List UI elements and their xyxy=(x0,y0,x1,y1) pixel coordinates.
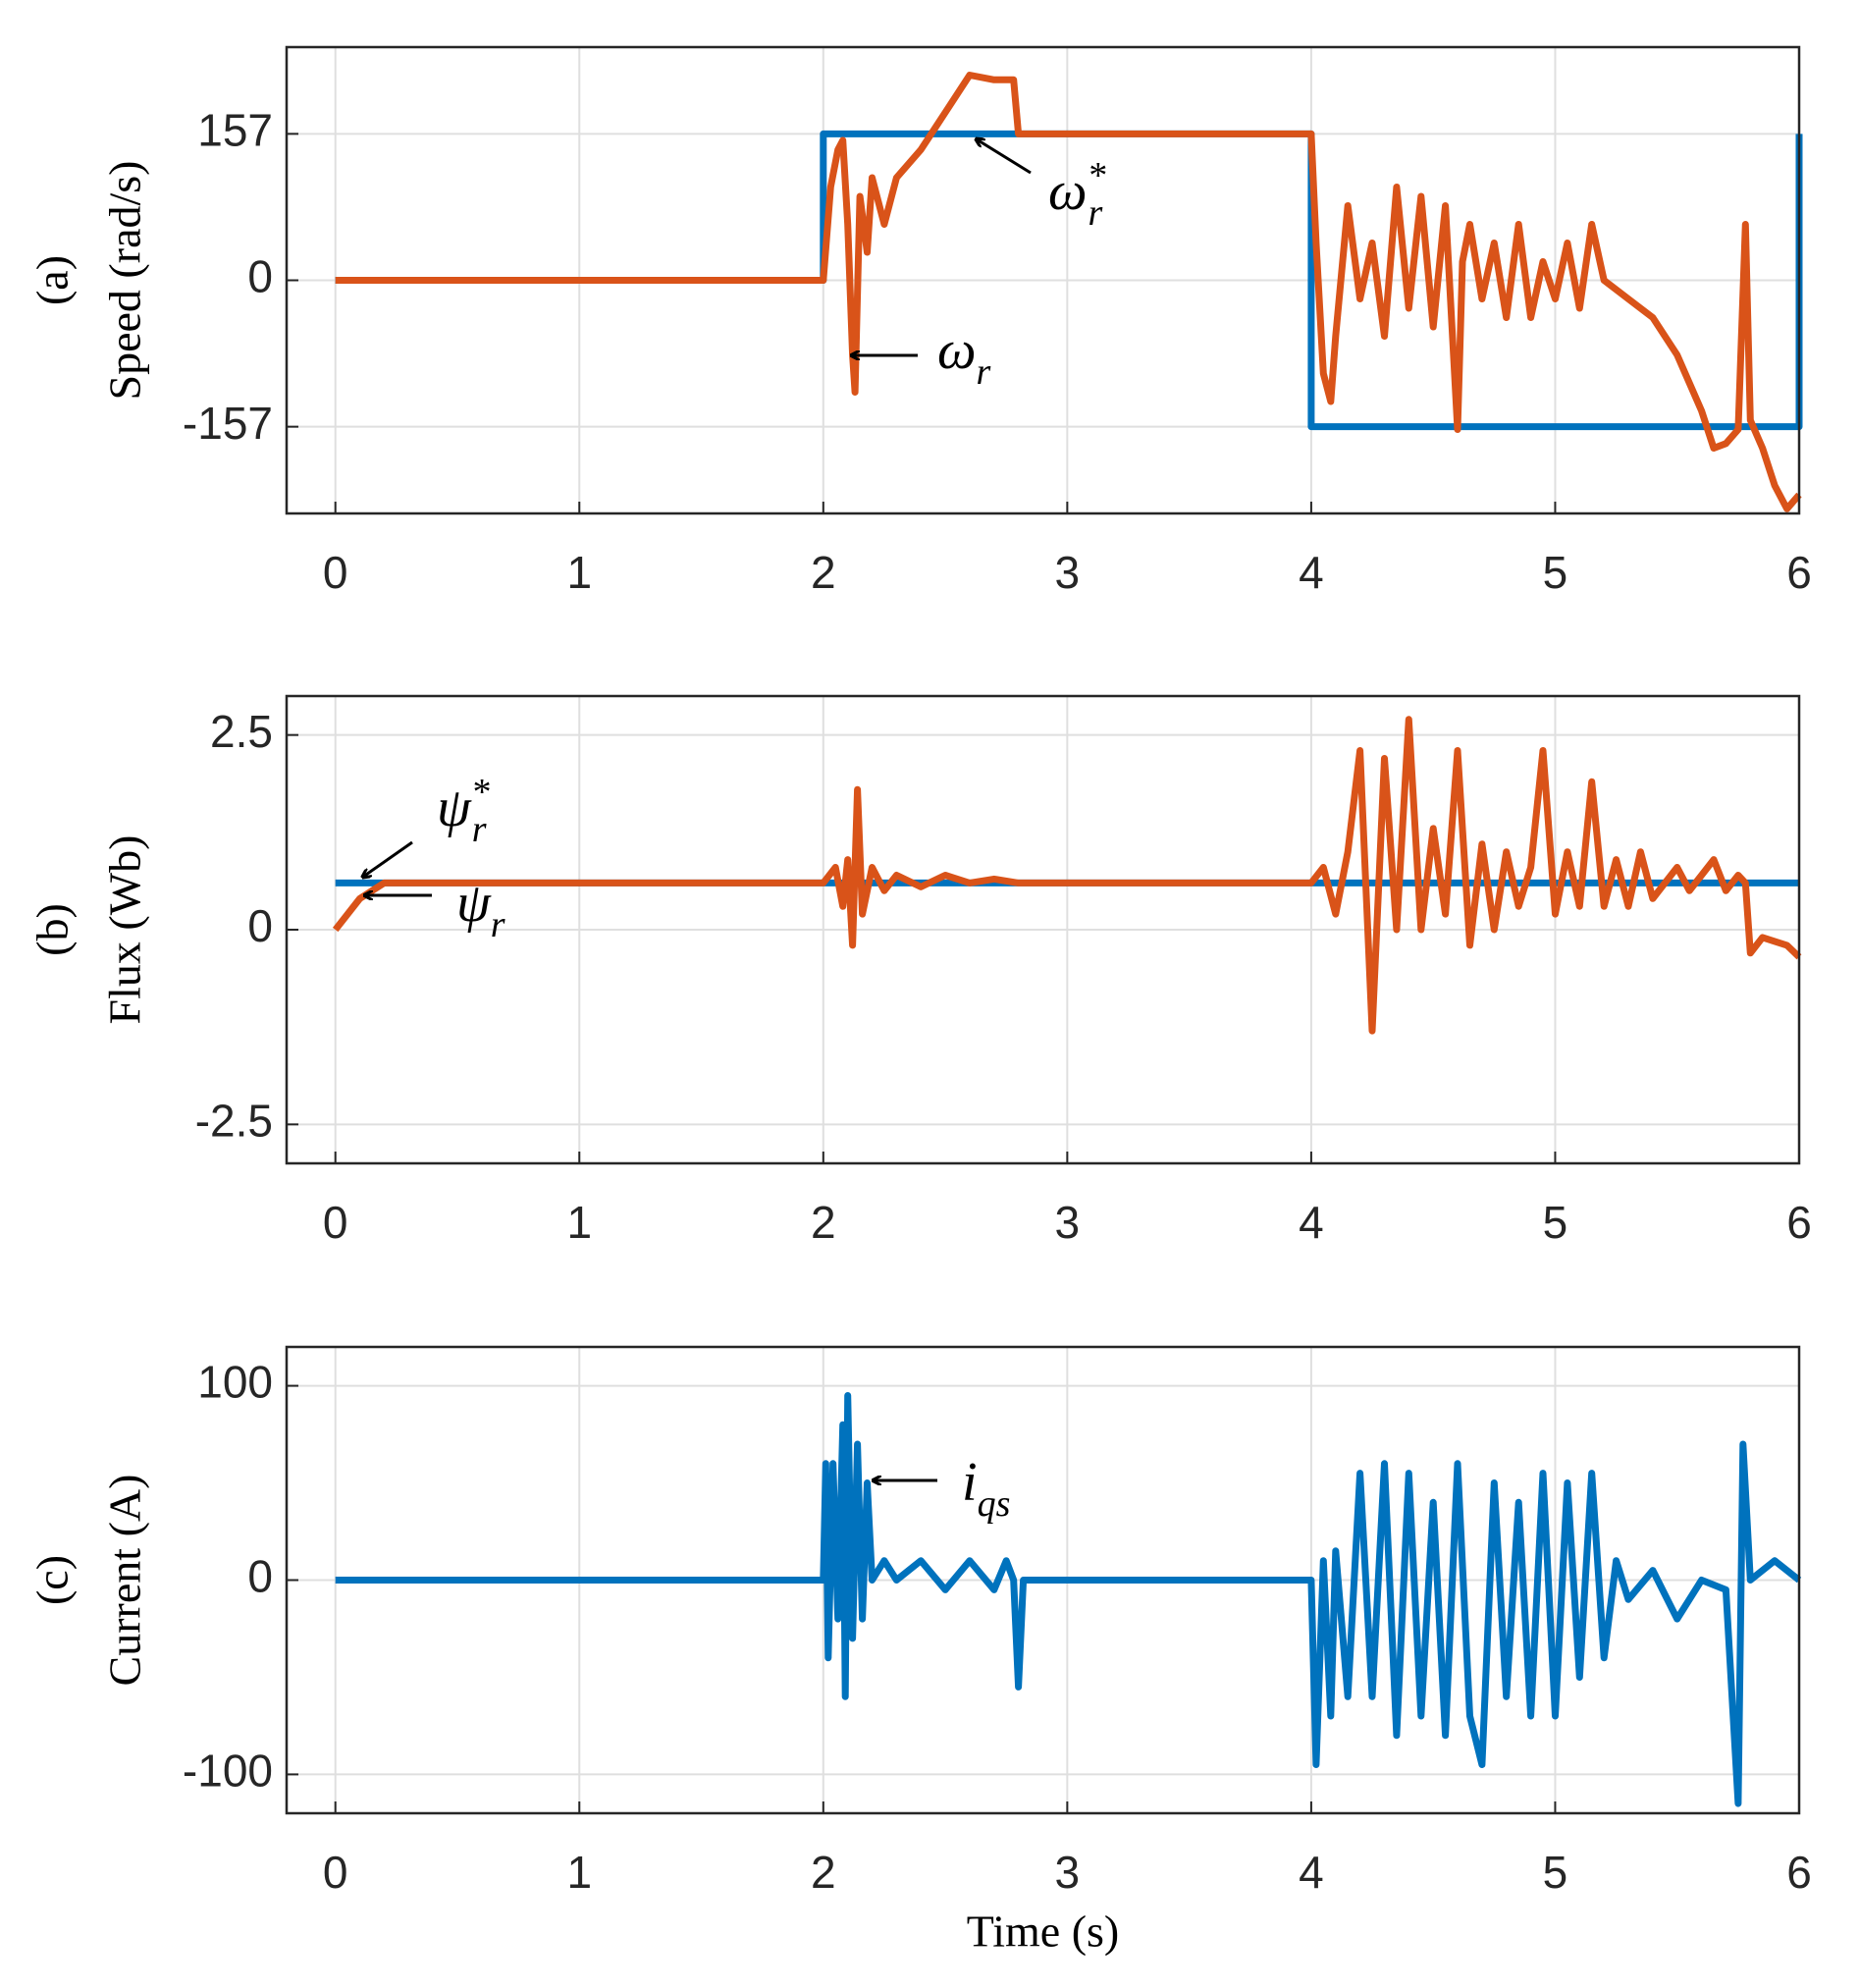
x-tick-label: 6 xyxy=(1786,547,1812,598)
y-tick-label: 100 xyxy=(197,1357,273,1408)
annotation-arrow xyxy=(363,840,413,877)
annotation-sub: r xyxy=(491,904,505,945)
annotation: iqs xyxy=(962,1452,1010,1525)
axes-box xyxy=(285,1345,1801,1815)
x-tick-label: 1 xyxy=(566,1197,592,1248)
annotation-sub: r xyxy=(472,809,487,850)
data-line xyxy=(335,1392,1802,1807)
x-tick-label: 6 xyxy=(1786,1847,1812,1898)
axes-box xyxy=(285,45,1801,515)
x-tick-label: 4 xyxy=(1299,1197,1324,1248)
x-tick-label: 0 xyxy=(323,1847,348,1898)
x-tick-label: 1 xyxy=(566,1847,592,1898)
annotation-symbol: ψ xyxy=(456,873,492,934)
x-tick-label: 3 xyxy=(1055,1197,1081,1248)
axes-box xyxy=(285,694,1801,1165)
y-axis-label: Current (A) xyxy=(100,1475,150,1687)
y-tick-label: 0 xyxy=(247,251,273,302)
y-tick-label: -100 xyxy=(183,1746,273,1797)
x-tick-label: 2 xyxy=(811,1847,836,1898)
x-tick-label: 5 xyxy=(1543,1847,1568,1898)
y-tick-label: 2.5 xyxy=(210,706,273,757)
annotation-sup: * xyxy=(1088,155,1106,196)
annotation-symbol: ω xyxy=(937,320,977,381)
data-line xyxy=(335,72,1802,512)
y-tick-label: -2.5 xyxy=(195,1095,273,1146)
x-tick-label: 5 xyxy=(1543,1197,1568,1248)
x-tick-label: 1 xyxy=(566,547,592,598)
y-tick-label: 0 xyxy=(247,1551,273,1602)
data-line xyxy=(332,716,1802,1035)
x-tick-label: 4 xyxy=(1299,547,1324,598)
annotation-symbol: i xyxy=(962,1452,978,1513)
panel-label: (b) xyxy=(27,903,78,956)
x-tick-label: 0 xyxy=(323,547,348,598)
y-tick-label: -157 xyxy=(183,398,273,449)
x-tick-label: 3 xyxy=(1055,547,1081,598)
panel-label: (a) xyxy=(27,255,78,305)
y-tick-label: 0 xyxy=(247,900,273,951)
y-axis-label: Flux (Wb) xyxy=(100,835,150,1025)
annotation-arrow xyxy=(977,139,1032,175)
annotation: ψr xyxy=(456,873,505,945)
annotation-symbol: ω xyxy=(1048,161,1088,222)
annotation: ω* r xyxy=(1048,155,1106,234)
y-tick-label: 157 xyxy=(197,105,273,156)
panel-label: (c) xyxy=(27,1555,78,1605)
x-tick-label: 4 xyxy=(1299,1847,1324,1898)
annotation-sub: qs xyxy=(978,1483,1011,1525)
annotation-symbol: ψ xyxy=(437,778,472,838)
y-axis-label: Speed (rad/s) xyxy=(100,161,150,401)
annotation-sup: * xyxy=(471,772,490,813)
annotation: ψ* r xyxy=(437,772,490,850)
annotation-sub: r xyxy=(1089,192,1103,234)
x-tick-label: 2 xyxy=(811,547,836,598)
annotation-sub: r xyxy=(977,351,991,393)
x-tick-label: 5 xyxy=(1543,547,1568,598)
x-tick-label: 6 xyxy=(1786,1197,1812,1248)
x-tick-label: 2 xyxy=(811,1197,836,1248)
annotation: ωr xyxy=(937,320,991,393)
x-tick-label: 3 xyxy=(1055,1847,1081,1898)
x-axis-label: Time (s) xyxy=(967,1907,1120,1957)
x-tick-label: 0 xyxy=(323,1197,348,1248)
